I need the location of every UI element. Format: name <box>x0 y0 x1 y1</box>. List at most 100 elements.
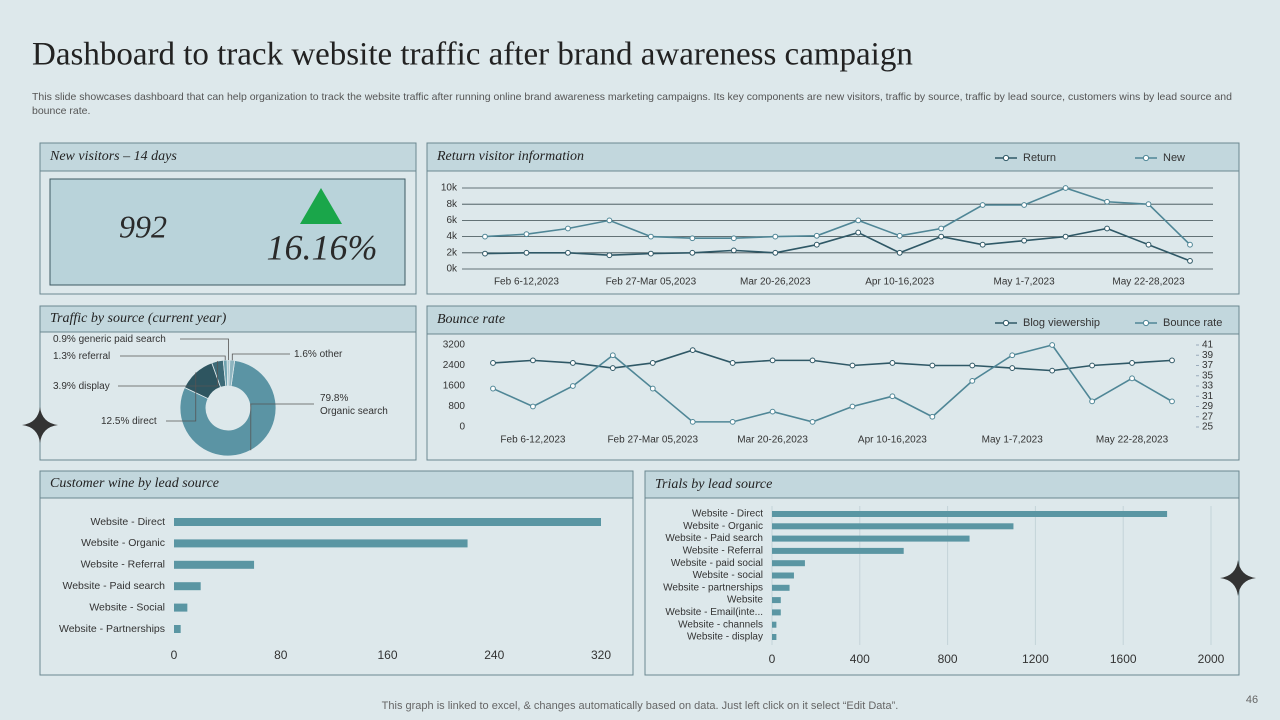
x-tick-label: May 1-7,2023 <box>994 277 1056 288</box>
point <box>565 249 571 256</box>
x-tick-label: 2000 <box>1198 652 1225 666</box>
point <box>769 408 776 415</box>
slice-name: display <box>79 381 110 392</box>
y-tick-label: 2k <box>446 247 458 258</box>
slice-value: 12.5% <box>101 416 129 427</box>
point <box>1049 342 1056 348</box>
up-arrow <box>300 188 342 224</box>
y-tick-label: 1600 <box>443 381 466 392</box>
y-tick-label: Website - Email(inte... <box>665 607 763 618</box>
point <box>889 393 896 400</box>
y-tick-label: Website - Social <box>89 601 165 613</box>
point <box>490 360 496 366</box>
point <box>730 247 737 254</box>
bar <box>772 560 805 567</box>
x-tick-label: May 22-28,2023 <box>1112 277 1185 288</box>
x-tick-label: Apr 10-16,2023 <box>865 277 934 288</box>
slice-value: 1.3% <box>53 351 76 362</box>
panel-title: Return visitor information <box>436 149 584 164</box>
point <box>1145 201 1152 208</box>
slice-value: 0.9% <box>53 334 76 345</box>
series-line <box>492 349 1173 372</box>
x-tick-label: 800 <box>938 652 958 666</box>
point <box>609 352 616 359</box>
slice-name: referral <box>79 351 111 362</box>
slice-label: 12.5% direct <box>101 416 157 427</box>
y-tick-label: 10k <box>441 183 458 194</box>
point <box>938 225 945 232</box>
panel-header <box>426 142 1240 172</box>
point <box>689 249 696 256</box>
y2-tick-label: 41 <box>1202 340 1214 351</box>
series-line <box>492 344 1173 423</box>
point <box>569 383 576 389</box>
x-tick-label: 1600 <box>1110 652 1137 666</box>
point <box>855 217 862 224</box>
point <box>1089 398 1096 405</box>
y2-tick-label: 29 <box>1202 401 1214 412</box>
y-tick-label: 8k <box>446 199 458 210</box>
bar <box>772 621 777 628</box>
x-tick-label: 240 <box>484 648 504 662</box>
legend-marker <box>1142 154 1150 162</box>
point <box>609 365 616 371</box>
point <box>979 202 986 208</box>
point <box>1049 367 1056 374</box>
slice-label: 0.9% generic paid search <box>53 334 166 345</box>
point <box>769 357 776 364</box>
x-tick-label: May 1-7,2023 <box>982 435 1044 446</box>
slice-value: 1.6% <box>294 349 317 360</box>
point <box>569 360 576 366</box>
x-tick-label: 320 <box>591 648 611 662</box>
point <box>565 225 571 232</box>
panel-header <box>39 142 417 172</box>
point <box>772 249 779 256</box>
y2-tick-label: 39 <box>1202 350 1214 361</box>
point <box>896 249 903 256</box>
y-tick-label: Website - Direct <box>692 509 763 520</box>
kpi-value: 992 <box>119 208 167 244</box>
donut-slice <box>179 360 277 457</box>
bar <box>772 511 1168 517</box>
y-tick-label: Website - Partnerships <box>59 623 165 635</box>
slice-label: 79.8% Organic search <box>320 393 388 417</box>
point <box>490 385 496 392</box>
bar <box>772 584 790 591</box>
point <box>1009 352 1016 359</box>
point <box>1104 225 1110 232</box>
legend-marker <box>1142 319 1150 327</box>
panel-title: New visitors – 14 days <box>49 149 177 164</box>
bar <box>174 603 188 612</box>
y-tick-label: Website - Direct <box>91 516 166 528</box>
x-tick-label: 400 <box>850 652 870 666</box>
bar <box>772 609 781 616</box>
bar <box>174 518 601 526</box>
slice-name: other <box>320 349 343 360</box>
point <box>1169 357 1175 364</box>
leader-line <box>166 372 197 422</box>
y-tick-label: 0k <box>446 264 458 275</box>
point <box>530 357 536 364</box>
y-tick-label: 2400 <box>443 360 466 371</box>
panel-title: Traffic by source (current year) <box>50 311 227 326</box>
bar <box>772 523 1014 530</box>
kpi-box <box>49 178 406 286</box>
point <box>809 418 816 425</box>
point <box>1089 362 1096 369</box>
panel <box>39 470 634 676</box>
panel-header <box>39 470 634 499</box>
point <box>689 347 696 354</box>
point <box>809 357 816 364</box>
point <box>1062 233 1069 240</box>
point <box>482 250 488 257</box>
slice-label: 3.9% display <box>53 381 110 392</box>
slice-label: 1.6% other <box>294 349 343 360</box>
x-tick-label: Feb 27-Mar 05,2023 <box>607 435 698 446</box>
point <box>523 231 530 238</box>
y-tick-label: Website - paid social <box>671 558 763 569</box>
y-tick-label: Website - social <box>693 570 763 581</box>
point <box>1009 365 1016 371</box>
point <box>1062 185 1069 191</box>
y2-tick-label: 35 <box>1202 370 1214 381</box>
